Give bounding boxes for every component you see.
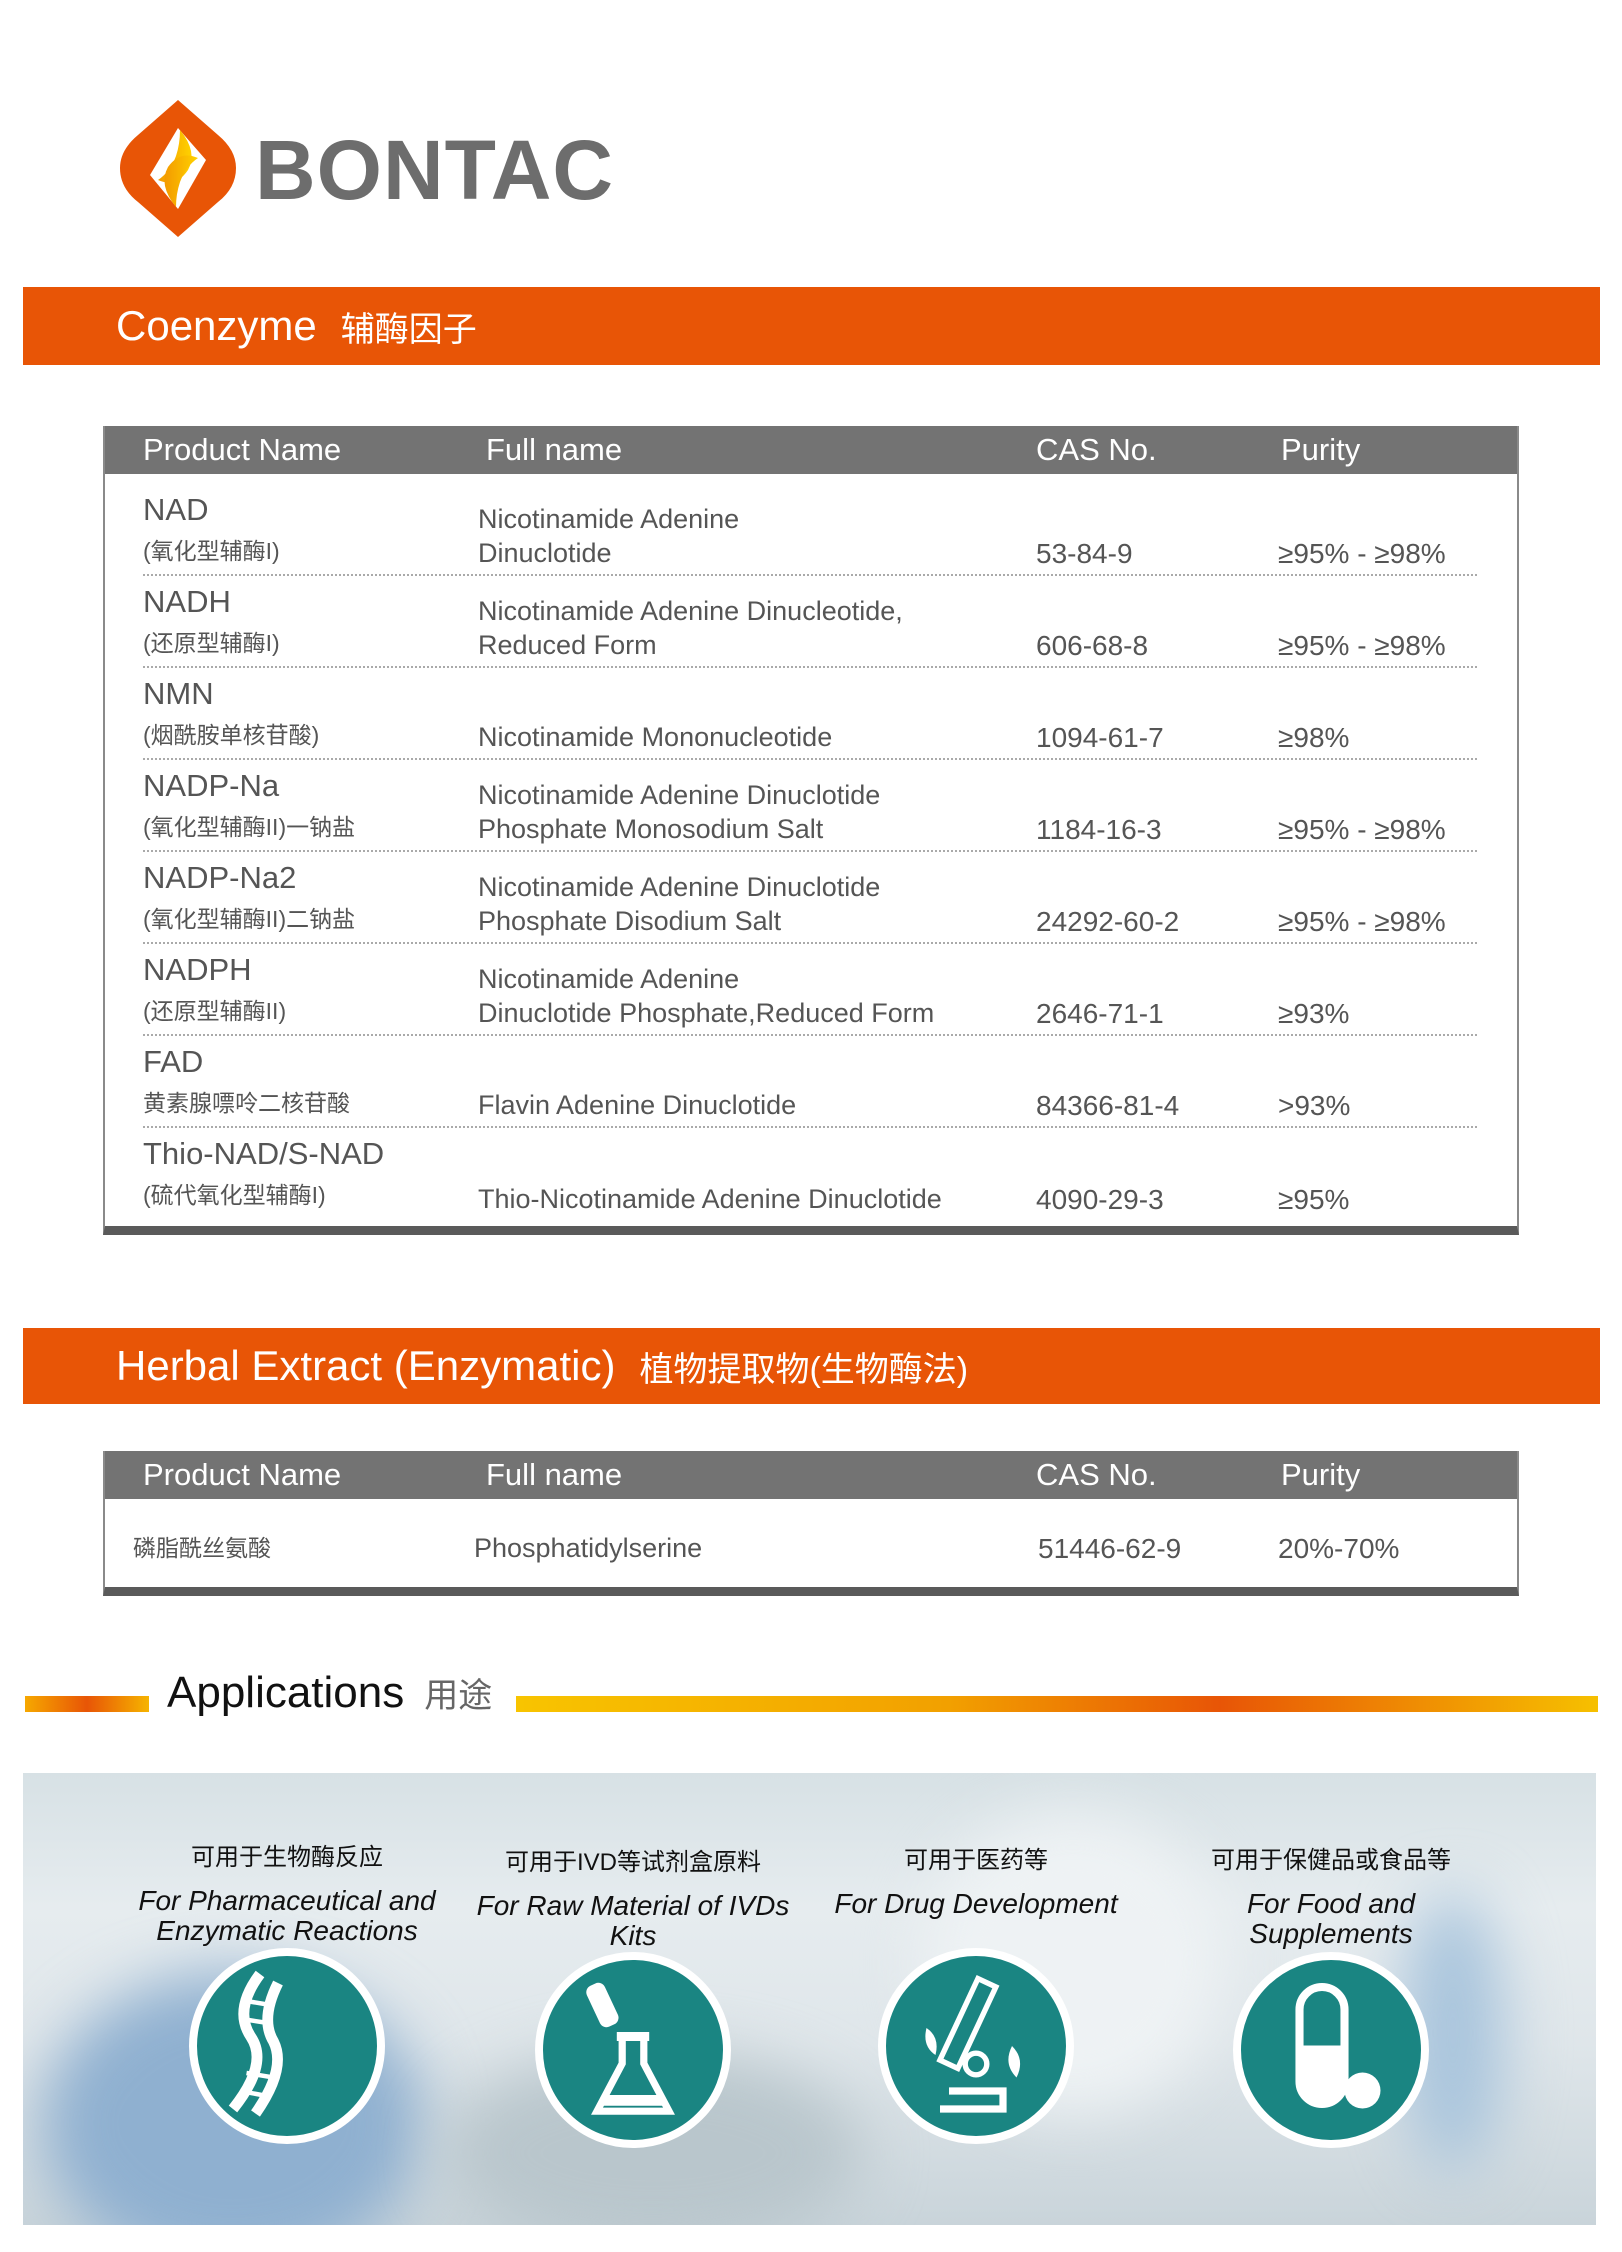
cas-number: 4090-29-3 — [1036, 1184, 1164, 1215]
table-row: NADH (还原型辅酶I) Nicotinamide Adenine Dinuc… — [143, 576, 1477, 668]
table-row: NADP-Na (氧化型辅酶II)一钠盐 Nicotinamide Adenin… — [143, 760, 1477, 852]
cas-number: 1094-61-7 — [1036, 722, 1164, 753]
applications-title-cn: 用途 — [424, 1677, 493, 1715]
product-name: NAD — [143, 492, 209, 527]
table-row: NADP-Na2 (氧化型辅酶II)二钠盐 Nicotinamide Adeni… — [143, 852, 1477, 944]
decorative-line — [516, 1696, 1598, 1712]
logo — [118, 100, 238, 237]
product-name: NMN — [143, 676, 214, 711]
table-row: NADPH (还原型辅酶II) Nicotinamide Adenine Din… — [143, 944, 1477, 1036]
col-full-name: Full name — [486, 432, 623, 467]
table-row: FAD 黄素腺嘌呤二核苷酸 Flavin Adenine Dinuclotide… — [143, 1036, 1477, 1128]
col-cas: CAS No. — [1036, 1457, 1157, 1492]
full-name: Nicotinamide Adenine Dinuclotide Phospha… — [478, 872, 881, 936]
section-title-cn: 植物提取物(生物酶法) — [639, 1350, 969, 1389]
product-name: NADP-Na2 — [143, 860, 297, 895]
full-name: Thio-Nicotinamide Adenine Dinuclotide — [478, 1184, 942, 1214]
product-name-cn: (还原型辅酶I) — [143, 630, 280, 656]
brand-name: BONTAC — [255, 123, 615, 217]
application-en: For Drug Development — [834, 1888, 1118, 1919]
full-name: Flavin Adenine Dinuclotide — [478, 1090, 797, 1120]
bontac-logo-icon — [120, 100, 236, 237]
cas-number: 606-68-8 — [1036, 630, 1149, 661]
application-icon-circle — [189, 1948, 385, 2144]
table-row: 磷脂酰丝氨酸 Phosphatidylserine 51446-62-9 20%… — [133, 1499, 1477, 1587]
table-row: NAD (氧化型辅酶I) Nicotinamide Adenine Dinucl… — [143, 484, 1477, 576]
product-name-cn: (氧化型辅酶I) — [143, 538, 280, 564]
decorative-line — [25, 1696, 149, 1712]
cas-number: 84366-81-4 — [1036, 1090, 1180, 1121]
product-name-cn: (还原型辅酶II) — [143, 998, 287, 1024]
application-label: 可用于保健品或食品等 For Food and Supplements — [1166, 1840, 1496, 1949]
section-title-en: Coenzyme — [116, 302, 317, 349]
application-icon-circle — [878, 1948, 1074, 2144]
col-product-name: Product Name — [143, 1457, 342, 1492]
full-name: Phosphatidylserine — [474, 1533, 703, 1563]
application-label: 可用于医药等 For Drug Development — [811, 1840, 1141, 1919]
purity: ≥98% — [1278, 722, 1350, 753]
full-name: Nicotinamide Adenine Dinucleotide, Reduc… — [478, 596, 903, 660]
full-name: Nicotinamide Mononucleotide — [478, 722, 833, 752]
col-product-name: Product Name — [143, 432, 342, 467]
cas-number: 1184-16-3 — [1036, 814, 1162, 845]
application-icon-circle — [1233, 1952, 1429, 2148]
application-label: 可用于生物酶反应 For Pharmaceutical and Enzymatic… — [122, 1837, 452, 1946]
purity: ≥95% — [1278, 1184, 1350, 1215]
table-header: Product Name Full name CAS No. Purity — [105, 1451, 1517, 1499]
purity: ≥95% - ≥98% — [1278, 814, 1446, 845]
product-name: Thio-NAD/S-NAD — [143, 1136, 385, 1171]
application-en: For Raw Material of IVDs Kits — [476, 1890, 790, 1951]
purity: ≥95% - ≥98% — [1278, 630, 1446, 661]
col-cas: CAS No. — [1036, 432, 1157, 467]
product-name: NADH — [143, 584, 231, 619]
section-header-coenzyme: Coenzyme 辅酶因子 — [23, 287, 1600, 365]
full-name: Nicotinamide Adenine Dinuclotide Phospha… — [478, 780, 881, 844]
product-name: NADPH — [143, 952, 252, 987]
product-name-cn: (氧化型辅酶II)二钠盐 — [143, 906, 356, 932]
full-name: Nicotinamide Adenine Dinuclotide Phospha… — [478, 964, 935, 1028]
purity: >93% — [1278, 1090, 1351, 1121]
section-title-en: Herbal Extract (Enzymatic) — [116, 1342, 616, 1389]
product-name-cn: (烟酰胺单核苷酸) — [143, 722, 320, 748]
purity: ≥95% - ≥98% — [1278, 906, 1446, 937]
section-title-cn: 辅酶因子 — [340, 310, 477, 349]
col-purity: Purity — [1281, 1457, 1361, 1492]
table-row: NMN (烟酰胺单核苷酸) Nicotinamide Mononucleotid… — [143, 668, 1477, 760]
herbal-table: Product Name Full name CAS No. Purity 磷脂… — [103, 1451, 1519, 1596]
col-full-name: Full name — [486, 1457, 623, 1492]
application-cn: 可用于医药等 — [904, 1847, 1048, 1874]
coenzyme-table: Product Name Full name CAS No. Purity NA… — [103, 426, 1519, 1235]
application-en: For Pharmaceutical and Enzymatic Reactio… — [138, 1885, 436, 1946]
cas-number: 53-84-9 — [1036, 538, 1133, 569]
product-name: FAD — [143, 1044, 204, 1079]
application-label: 可用于IVD等试剂盒原料 For Raw Material of IVDs Kit… — [468, 1842, 798, 1951]
microscope-icon — [925, 1974, 1021, 2113]
application-cn: 可用于保健品或食品等 — [1211, 1847, 1451, 1874]
product-name-cn: 黄素腺嘌呤二核苷酸 — [143, 1090, 350, 1116]
application-cn: 可用于IVD等试剂盒原料 — [504, 1849, 761, 1876]
purity: ≥93% — [1278, 998, 1350, 1029]
capsule-icon — [1295, 1982, 1381, 2109]
col-purity: Purity — [1281, 432, 1361, 467]
applications-title-en: Applications — [167, 1668, 405, 1717]
table-row: Thio-NAD/S-NAD (硫代氧化型辅酶I) Thio-Nicotinam… — [143, 1128, 1477, 1220]
cas-number: 2646-71-1 — [1036, 998, 1164, 1029]
section-header-herbal: Herbal Extract (Enzymatic) 植物提取物(生物酶法) — [23, 1328, 1600, 1404]
table-header: Product Name Full name CAS No. Purity — [105, 426, 1517, 474]
application-en: For Food and Supplements — [1246, 1888, 1416, 1949]
flask-icon — [586, 1982, 675, 2115]
application-cn: 可用于生物酶反应 — [191, 1844, 383, 1871]
purity: ≥95% - ≥98% — [1278, 538, 1446, 569]
cas-number: 24292-60-2 — [1036, 906, 1180, 937]
product-name: NADP-Na — [143, 768, 280, 803]
product-name-cn: (氧化型辅酶II)一钠盐 — [143, 814, 356, 840]
full-name: Nicotinamide Adenine Dinuclotide — [478, 504, 740, 568]
applications-title: Applications 用途 — [167, 1668, 492, 1718]
product-name-cn: (硫代氧化型辅酶I) — [143, 1182, 326, 1208]
cas-number: 51446-62-9 — [1038, 1533, 1182, 1564]
dna-icon — [228, 1970, 283, 2117]
application-icon-circle — [535, 1952, 731, 2148]
purity: 20%-70% — [1278, 1533, 1400, 1564]
product-name: 磷脂酰丝氨酸 — [133, 1535, 271, 1561]
